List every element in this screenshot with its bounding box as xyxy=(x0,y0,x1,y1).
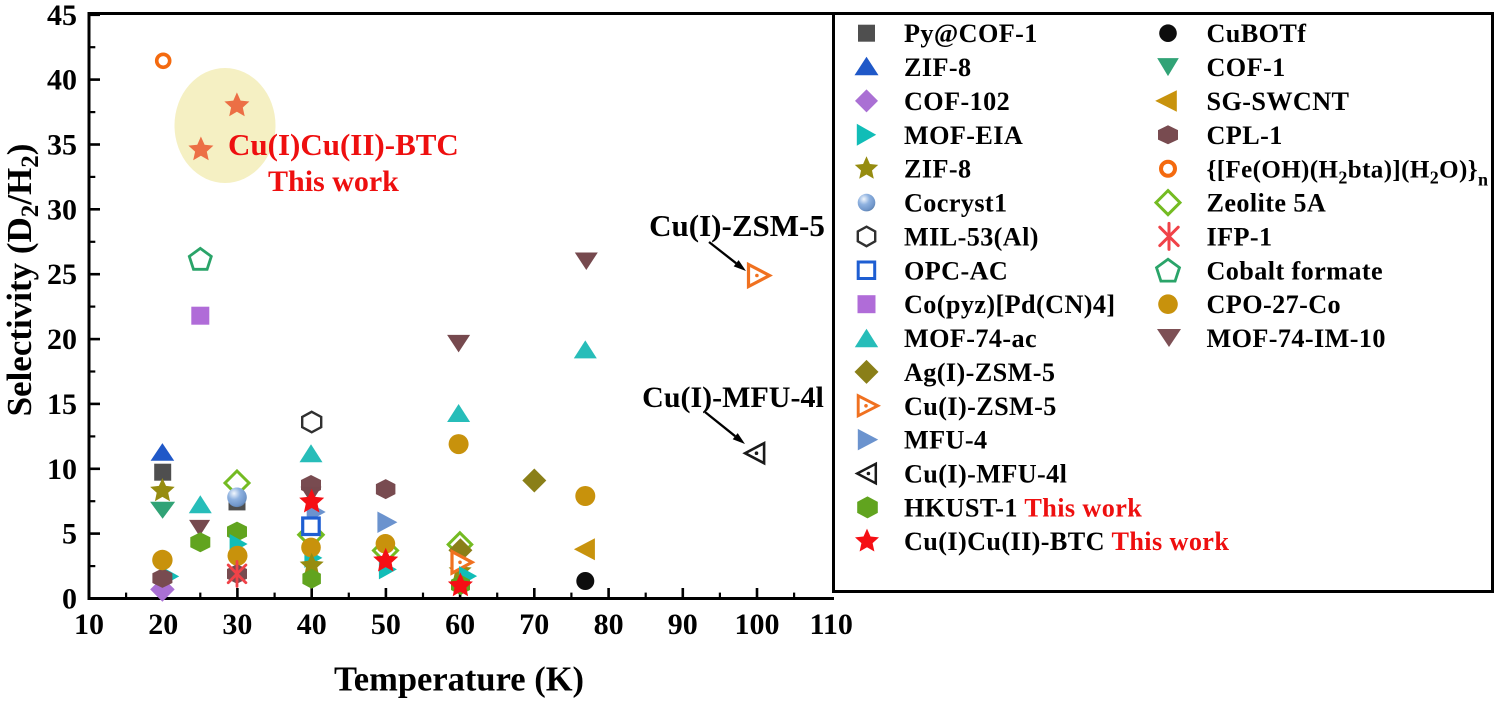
svg-text:MOF-74-ac: MOF-74-ac xyxy=(904,324,1037,353)
svg-text:30: 30 xyxy=(222,608,252,641)
svg-text:35: 35 xyxy=(47,129,77,162)
svg-text:This work: This work xyxy=(268,165,399,198)
svg-text:60: 60 xyxy=(445,608,475,641)
svg-text:MIL-53(Al): MIL-53(Al) xyxy=(904,222,1039,251)
svg-text:COF-1: COF-1 xyxy=(1207,53,1286,82)
svg-text:70: 70 xyxy=(519,608,549,641)
svg-text:Cu(I)-ZSM-5: Cu(I)-ZSM-5 xyxy=(649,208,825,243)
svg-text:30: 30 xyxy=(47,193,77,226)
svg-text:IFP-1: IFP-1 xyxy=(1207,222,1273,251)
svg-text:ZIF-8: ZIF-8 xyxy=(904,53,971,82)
svg-text:15: 15 xyxy=(47,388,77,421)
svg-text:40: 40 xyxy=(47,64,77,97)
svg-text:MOF-EIA: MOF-EIA xyxy=(904,121,1023,150)
svg-text:Selectivity (D2/H2): Selectivity (D2/H2) xyxy=(0,144,44,417)
svg-text:90: 90 xyxy=(668,608,698,641)
svg-text:80: 80 xyxy=(594,608,624,641)
svg-text:Cu(I)Cu(II)-BTC: Cu(I)Cu(II)-BTC xyxy=(228,127,459,162)
svg-text:OPC-AC: OPC-AC xyxy=(904,256,1008,285)
svg-text:Cocryst1: Cocryst1 xyxy=(904,189,1008,218)
svg-text:40: 40 xyxy=(297,608,327,641)
svg-text:Cu(I)-ZSM-5: Cu(I)-ZSM-5 xyxy=(904,392,1057,421)
svg-text:ZIF-8: ZIF-8 xyxy=(904,155,971,184)
svg-text:Cu(I)Cu(II)-BTC This work: Cu(I)Cu(II)-BTC This work xyxy=(904,527,1229,556)
svg-text:Zeolite 5A: Zeolite 5A xyxy=(1207,189,1327,218)
svg-text:20: 20 xyxy=(148,608,178,641)
svg-text:MFU-4: MFU-4 xyxy=(904,426,987,455)
svg-text:Temperature (K): Temperature (K) xyxy=(334,661,584,699)
svg-text:20: 20 xyxy=(47,323,77,356)
svg-text:Cu(I)-MFU-4l: Cu(I)-MFU-4l xyxy=(642,381,824,414)
svg-text:50: 50 xyxy=(371,608,401,641)
svg-text:CPL-1: CPL-1 xyxy=(1207,121,1283,150)
svg-text:10: 10 xyxy=(47,453,77,486)
svg-text:Ag(I)-ZSM-5: Ag(I)-ZSM-5 xyxy=(904,358,1055,387)
svg-text:0: 0 xyxy=(62,583,77,616)
svg-text:CuBOTf: CuBOTf xyxy=(1207,19,1307,48)
svg-text:110: 110 xyxy=(810,608,853,641)
svg-text:5: 5 xyxy=(62,518,77,551)
svg-text:Cobalt formate: Cobalt formate xyxy=(1207,256,1384,285)
svg-text:SG-SWCNT: SG-SWCNT xyxy=(1207,87,1350,116)
svg-text:COF-102: COF-102 xyxy=(904,87,1010,116)
svg-text:CPO-27-Co: CPO-27-Co xyxy=(1207,290,1342,319)
svg-text:Cu(I)-MFU-4l: Cu(I)-MFU-4l xyxy=(904,460,1067,489)
svg-text:10: 10 xyxy=(74,608,104,641)
svg-text:Py@COF-1: Py@COF-1 xyxy=(904,19,1038,48)
svg-text:100: 100 xyxy=(735,608,780,641)
svg-text:45: 45 xyxy=(47,0,77,32)
svg-text:Co(pyz)[Pd(CN)4]: Co(pyz)[Pd(CN)4] xyxy=(904,290,1116,319)
svg-text:25: 25 xyxy=(47,258,77,291)
svg-text:HKUST-1 This work: HKUST-1 This work xyxy=(904,493,1142,522)
svg-text:MOF-74-IM-10: MOF-74-IM-10 xyxy=(1207,324,1386,353)
